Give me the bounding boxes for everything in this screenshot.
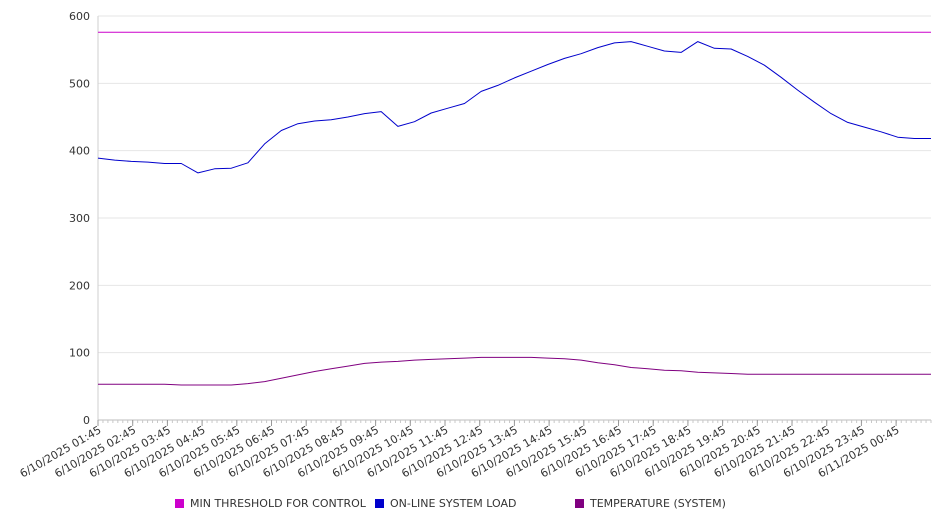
legend-label-temperature: TEMPERATURE (SYSTEM) xyxy=(590,497,726,510)
y-tick-label: 300 xyxy=(69,212,90,225)
y-tick-label: 100 xyxy=(69,347,90,360)
legend-swatch-min-threshold xyxy=(175,499,184,508)
y-tick-label: 400 xyxy=(69,145,90,158)
legend-item-online-system-load[interactable]: ON-LINE SYSTEM LOAD xyxy=(375,497,516,510)
gridlines xyxy=(98,15,931,421)
y-tick-label: 600 xyxy=(69,10,90,23)
series-lines xyxy=(97,31,931,386)
legend-item-temperature[interactable]: TEMPERATURE (SYSTEM) xyxy=(575,497,726,510)
series-line-temperature-system[interactable] xyxy=(98,356,931,386)
y-axis: 0 100 200 300 400 500 600 xyxy=(69,10,99,427)
series-line-on-line-system-load[interactable] xyxy=(97,41,931,174)
legend-swatch-temperature xyxy=(575,499,584,508)
legend-label-online-system-load: ON-LINE SYSTEM LOAD xyxy=(390,497,517,510)
legend-swatch-online-system-load xyxy=(375,499,384,508)
y-tick-label: 500 xyxy=(69,77,90,90)
legend-item-min-threshold[interactable]: MIN THRESHOLD FOR CONTROL xyxy=(175,497,366,510)
legend-label-min-threshold: MIN THRESHOLD FOR CONTROL xyxy=(190,497,366,510)
x-axis: 6/10/2025 01:456/10/2025 02:456/10/2025 … xyxy=(18,419,932,480)
y-tick-label: 0 xyxy=(83,414,90,427)
y-tick-label: 200 xyxy=(69,279,90,292)
legend: MIN THRESHOLD FOR CONTROL ON-LINE SYSTEM… xyxy=(0,497,946,515)
